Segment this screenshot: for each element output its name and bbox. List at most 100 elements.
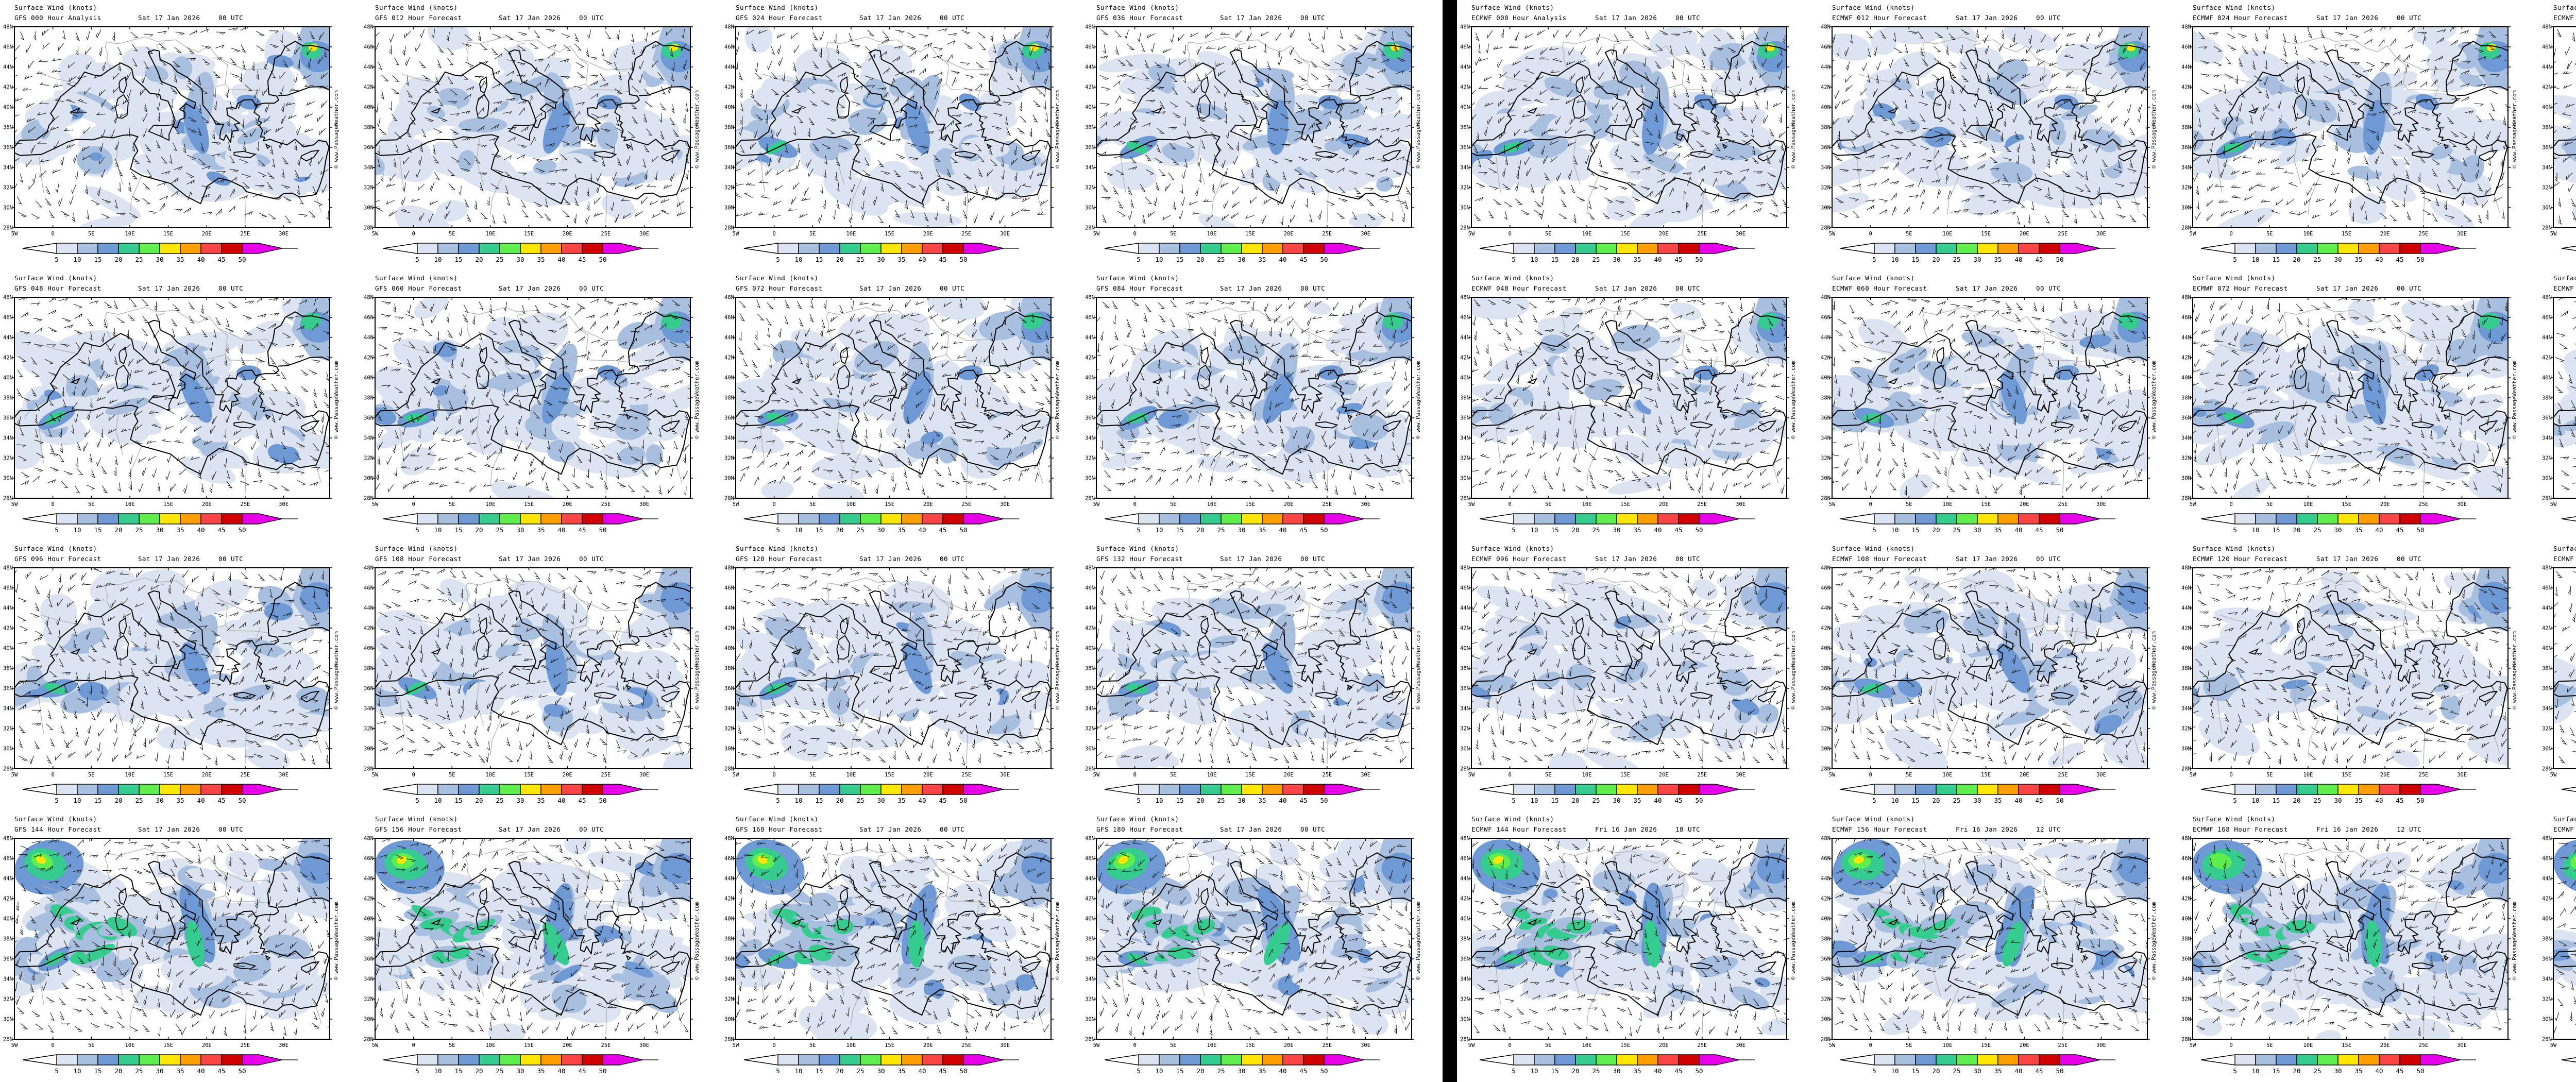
colorbar-tick-label: 5: [415, 1067, 419, 1075]
lat-label: 32N: [1460, 726, 1470, 732]
lat-label: 46N: [2181, 856, 2191, 862]
colorbar-tick-label: 10: [1530, 256, 1538, 263]
colorbar-segment: [200, 243, 222, 254]
colorbar-tick-label: 20: [2293, 1067, 2300, 1075]
colorbar-segment: [56, 1054, 78, 1066]
panel-valid-time: 00 UTC: [1300, 284, 1326, 292]
forecast-panel: Surface Wind (knots) GFS 144 Hour Foreca…: [0, 812, 361, 1082]
wind-barbs: [1832, 29, 2147, 225]
colorbar-tick-label: 20: [1932, 1067, 1940, 1075]
lon-label: 10E: [846, 1042, 856, 1049]
shading-layer: [14, 568, 330, 769]
panel-valid-time: 18 UTC: [1675, 825, 1701, 833]
watermark: © www.PassageWeather.com: [2512, 90, 2518, 168]
lat-label: 48N: [364, 836, 374, 842]
panel-subtitle-row: GFS 108 Hour Forecast Sat 17 Jan 2026 00…: [361, 555, 721, 563]
lat-label: 44N: [1821, 64, 1831, 71]
colorbar-tick-label: 50: [2416, 797, 2424, 804]
lon-label: 15E: [1620, 1042, 1630, 1049]
lat-label: 44N: [724, 335, 734, 341]
colorbar-tick-label: 40: [197, 526, 205, 534]
islands: [430, 76, 681, 162]
lat-label: 34N: [3, 165, 13, 171]
colorbar-tick-label: 40: [1279, 256, 1286, 263]
colorbar-segment: [1575, 784, 1597, 795]
watermark: © www.PassageWeather.com: [1790, 90, 1797, 168]
lat-label: 46N: [2181, 315, 2191, 321]
country-borders: [1496, 577, 1779, 764]
colorbar-segment: [139, 243, 160, 254]
lat-label: 42N: [2181, 355, 2191, 361]
coastline: [2193, 582, 2508, 746]
colorbar-tick-label: 5: [2233, 1067, 2237, 1075]
lat-label: 34N: [364, 976, 374, 983]
colorbar-segment: [880, 243, 902, 254]
lat-label: 40N: [1085, 375, 1095, 381]
lat-label: 40N: [1460, 375, 1470, 381]
panel-forecast-label: ECMWF 156 Hour Forecast: [1832, 825, 1927, 833]
country-borders: [399, 36, 683, 223]
wind-barbs: [2553, 570, 2576, 764]
colorbar-segment: [2018, 784, 2040, 795]
colorbar-segment: [180, 1054, 201, 1066]
lat-label: 30N: [2542, 476, 2552, 482]
colorbar-segment: [2276, 1054, 2297, 1066]
axis-ticks: [2551, 567, 2554, 769]
lat-label: 46N: [364, 315, 374, 321]
country-borders: [39, 848, 322, 1035]
lat-label: 34N: [1460, 165, 1470, 171]
lon-label: 25E: [1697, 501, 1707, 508]
colorbar-segment: [1616, 243, 1638, 254]
panel-title: Surface Wind (knots): [14, 4, 97, 11]
lon-label: 5E: [809, 501, 816, 508]
lat-label: 48N: [2181, 565, 2191, 571]
lat-label: 32N: [2542, 185, 2552, 191]
lat-label: 46N: [1460, 315, 1470, 321]
colorbar-tick-label: 5: [2233, 256, 2237, 263]
axis-ticks: [1469, 567, 1789, 769]
lon-label: 20E: [563, 772, 572, 778]
lon-label: 15E: [1245, 501, 1255, 508]
panel-subtitle-row: GFS 024 Hour Forecast Sat 17 Jan 2026 00…: [721, 14, 1082, 22]
panel-valid-time: 00 UTC: [579, 14, 604, 22]
colorbar-segment: [1282, 784, 1304, 795]
lat-label: 28N: [1460, 1037, 1470, 1043]
colorbar-segment: [1554, 243, 1576, 254]
lat-label: 28N: [364, 1037, 374, 1043]
colorbar-segment: [1637, 784, 1658, 795]
colorbar-tick-label: 45: [578, 526, 586, 534]
colorbar-tick-label: 30: [516, 256, 524, 263]
forecast-panel: Surface Wind (knots) ECMWF 180 Hour Fore…: [2539, 812, 2576, 1082]
colorbar-tick-label: 35: [2354, 1067, 2362, 1075]
lat-label: 34N: [1085, 165, 1095, 171]
lon-label: 20E: [1284, 501, 1294, 508]
colorbar-tick-label: 45: [2035, 256, 2043, 263]
lon-label: 30E: [639, 501, 649, 508]
lat-label: 42N: [2181, 625, 2191, 632]
lon-label: 25E: [1697, 1042, 1707, 1049]
colorbar-segment: [1262, 243, 1283, 254]
lon-label: 0: [1133, 231, 1136, 237]
panel-title: Surface Wind (knots): [14, 274, 97, 282]
lon-label: 20E: [2020, 772, 2029, 778]
colorbar-tick-label: 50: [238, 256, 246, 263]
lat-label: 36N: [364, 686, 374, 692]
colorbar-tick-label: 25: [1592, 797, 1600, 804]
lon-label: 10E: [1582, 501, 1591, 508]
watermark: © www.PassageWeather.com: [1055, 90, 1061, 168]
watermark: © www.PassageWeather.com: [2151, 90, 2157, 168]
colorbar-tick-label: 45: [939, 1067, 946, 1075]
colorbar-segment: [2379, 513, 2400, 525]
islands: [791, 617, 1041, 703]
lat-label: 32N: [724, 185, 734, 191]
lat-label: 44N: [724, 876, 734, 882]
panel-valid-time: 00 UTC: [1675, 14, 1701, 22]
colorbar-segment: [777, 1054, 799, 1066]
colorbar-tick-label: 15: [454, 1067, 462, 1075]
lat-label: 28N: [1460, 225, 1470, 231]
lon-label: 5W: [372, 1042, 379, 1049]
